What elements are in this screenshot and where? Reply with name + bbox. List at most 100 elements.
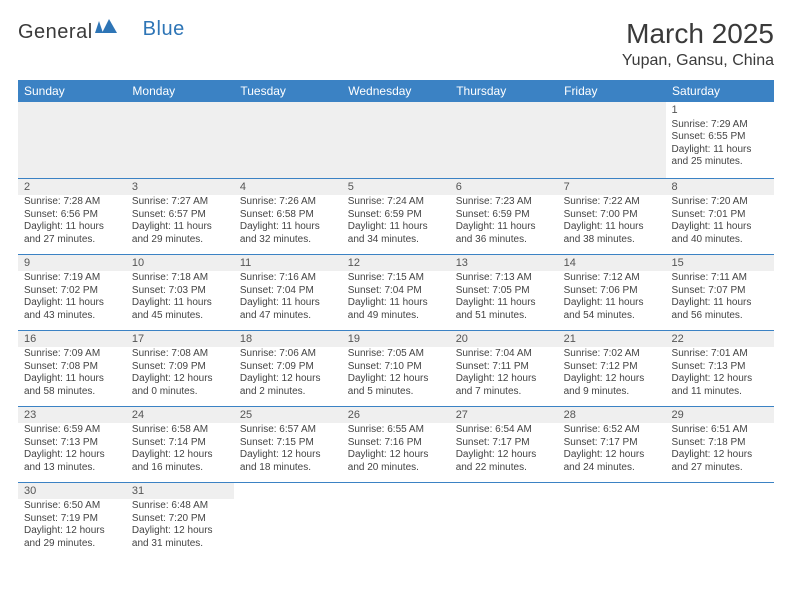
day-number: 5 (342, 179, 450, 196)
day-number: 11 (234, 255, 342, 272)
daylight-text: Daylight: 12 hours (456, 449, 552, 462)
sunset-text: Sunset: 7:04 PM (348, 285, 444, 298)
daylight-text: Daylight: 12 hours (672, 449, 768, 462)
sunrise-text: Sunrise: 6:59 AM (24, 424, 120, 437)
calendar-cell: 20Sunrise: 7:04 AMSunset: 7:11 PMDayligh… (450, 330, 558, 406)
daylight-text: and 56 minutes. (672, 310, 768, 323)
day-number: 12 (342, 255, 450, 272)
sunset-text: Sunset: 7:03 PM (132, 285, 228, 298)
sunrise-text: Sunrise: 7:04 AM (456, 348, 552, 361)
day-number: 17 (126, 331, 234, 348)
calendar-cell: 16Sunrise: 7:09 AMSunset: 7:08 PMDayligh… (18, 330, 126, 406)
calendar-cell: 21Sunrise: 7:02 AMSunset: 7:12 PMDayligh… (558, 330, 666, 406)
sunrise-text: Sunrise: 7:16 AM (240, 272, 336, 285)
calendar-cell: 22Sunrise: 7:01 AMSunset: 7:13 PMDayligh… (666, 330, 774, 406)
daylight-text: Daylight: 11 hours (240, 221, 336, 234)
calendar-header: SundayMondayTuesdayWednesdayThursdayFrid… (18, 80, 774, 102)
daylight-text: and 27 minutes. (24, 234, 120, 247)
daylight-text: and 32 minutes. (240, 234, 336, 247)
calendar-cell (234, 102, 342, 178)
daylight-text: Daylight: 11 hours (132, 221, 228, 234)
daylight-text: Daylight: 12 hours (348, 449, 444, 462)
daylight-text: and 0 minutes. (132, 386, 228, 399)
calendar-cell (558, 482, 666, 558)
day-number: 21 (558, 331, 666, 348)
calendar-cell: 2Sunrise: 7:28 AMSunset: 6:56 PMDaylight… (18, 178, 126, 254)
sunrise-text: Sunrise: 7:05 AM (348, 348, 444, 361)
weekday-header: Friday (558, 80, 666, 102)
sunrise-text: Sunrise: 6:57 AM (240, 424, 336, 437)
sunrise-text: Sunrise: 7:06 AM (240, 348, 336, 361)
day-number: 4 (234, 179, 342, 196)
daylight-text: and 5 minutes. (348, 386, 444, 399)
sunset-text: Sunset: 7:20 PM (132, 513, 228, 526)
sunset-text: Sunset: 6:59 PM (456, 209, 552, 222)
calendar-cell: 24Sunrise: 6:58 AMSunset: 7:14 PMDayligh… (126, 406, 234, 482)
sunset-text: Sunset: 6:55 PM (672, 131, 768, 144)
sunrise-text: Sunrise: 6:54 AM (456, 424, 552, 437)
daylight-text: and 9 minutes. (564, 386, 660, 399)
weekday-header: Wednesday (342, 80, 450, 102)
day-number: 18 (234, 331, 342, 348)
daylight-text: Daylight: 11 hours (672, 144, 768, 157)
weekday-header: Monday (126, 80, 234, 102)
day-number: 1 (672, 104, 768, 118)
daylight-text: and 34 minutes. (348, 234, 444, 247)
calendar-cell: 7Sunrise: 7:22 AMSunset: 7:00 PMDaylight… (558, 178, 666, 254)
calendar-cell (450, 102, 558, 178)
calendar-cell: 14Sunrise: 7:12 AMSunset: 7:06 PMDayligh… (558, 254, 666, 330)
sunrise-text: Sunrise: 6:51 AM (672, 424, 768, 437)
sunset-text: Sunset: 7:00 PM (564, 209, 660, 222)
daylight-text: and 47 minutes. (240, 310, 336, 323)
calendar-cell: 17Sunrise: 7:08 AMSunset: 7:09 PMDayligh… (126, 330, 234, 406)
daylight-text: Daylight: 12 hours (348, 373, 444, 386)
daylight-text: and 20 minutes. (348, 462, 444, 475)
daylight-text: and 16 minutes. (132, 462, 228, 475)
calendar-row: 2Sunrise: 7:28 AMSunset: 6:56 PMDaylight… (18, 178, 774, 254)
sunrise-text: Sunrise: 6:50 AM (24, 500, 120, 513)
day-number: 28 (558, 407, 666, 424)
weekday-header: Thursday (450, 80, 558, 102)
calendar-cell (450, 482, 558, 558)
daylight-text: and 31 minutes. (132, 538, 228, 551)
calendar-cell: 29Sunrise: 6:51 AMSunset: 7:18 PMDayligh… (666, 406, 774, 482)
daylight-text: Daylight: 12 hours (672, 373, 768, 386)
calendar-body: 1Sunrise: 7:29 AMSunset: 6:55 PMDaylight… (18, 102, 774, 558)
sunset-text: Sunset: 6:56 PM (24, 209, 120, 222)
calendar-cell: 28Sunrise: 6:52 AMSunset: 7:17 PMDayligh… (558, 406, 666, 482)
calendar-cell: 12Sunrise: 7:15 AMSunset: 7:04 PMDayligh… (342, 254, 450, 330)
day-number: 10 (126, 255, 234, 272)
calendar-cell (126, 102, 234, 178)
day-number: 29 (666, 407, 774, 424)
sunset-text: Sunset: 7:19 PM (24, 513, 120, 526)
sunrise-text: Sunrise: 7:26 AM (240, 196, 336, 209)
calendar-cell: 11Sunrise: 7:16 AMSunset: 7:04 PMDayligh… (234, 254, 342, 330)
sunrise-text: Sunrise: 7:22 AM (564, 196, 660, 209)
daylight-text: Daylight: 12 hours (240, 449, 336, 462)
header: General Blue March 2025 Yupan, Gansu, Ch… (18, 18, 774, 70)
daylight-text: and 27 minutes. (672, 462, 768, 475)
calendar-cell: 13Sunrise: 7:13 AMSunset: 7:05 PMDayligh… (450, 254, 558, 330)
daylight-text: Daylight: 12 hours (24, 449, 120, 462)
daylight-text: and 38 minutes. (564, 234, 660, 247)
daylight-text: and 7 minutes. (456, 386, 552, 399)
sunset-text: Sunset: 6:59 PM (348, 209, 444, 222)
sunset-text: Sunset: 7:05 PM (456, 285, 552, 298)
calendar-table: SundayMondayTuesdayWednesdayThursdayFrid… (18, 80, 774, 558)
calendar-cell: 25Sunrise: 6:57 AMSunset: 7:15 PMDayligh… (234, 406, 342, 482)
sunset-text: Sunset: 6:58 PM (240, 209, 336, 222)
calendar-cell: 8Sunrise: 7:20 AMSunset: 7:01 PMDaylight… (666, 178, 774, 254)
calendar-row: 16Sunrise: 7:09 AMSunset: 7:08 PMDayligh… (18, 330, 774, 406)
calendar-cell (558, 102, 666, 178)
sunrise-text: Sunrise: 7:01 AM (672, 348, 768, 361)
daylight-text: Daylight: 11 hours (564, 297, 660, 310)
sunset-text: Sunset: 7:11 PM (456, 361, 552, 374)
daylight-text: Daylight: 12 hours (564, 373, 660, 386)
daylight-text: Daylight: 11 hours (24, 221, 120, 234)
calendar-cell: 26Sunrise: 6:55 AMSunset: 7:16 PMDayligh… (342, 406, 450, 482)
sunrise-text: Sunrise: 7:15 AM (348, 272, 444, 285)
daylight-text: and 29 minutes. (132, 234, 228, 247)
calendar-cell: 10Sunrise: 7:18 AMSunset: 7:03 PMDayligh… (126, 254, 234, 330)
sunset-text: Sunset: 7:12 PM (564, 361, 660, 374)
calendar-cell: 23Sunrise: 6:59 AMSunset: 7:13 PMDayligh… (18, 406, 126, 482)
